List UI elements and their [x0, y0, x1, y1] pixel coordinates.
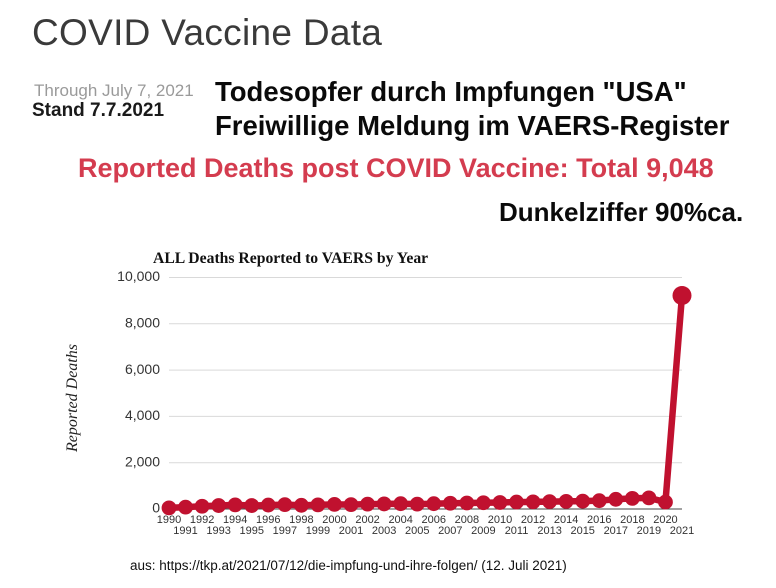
svg-text:8,000: 8,000 [125, 315, 160, 331]
svg-text:2009: 2009 [471, 525, 495, 537]
svg-text:2019: 2019 [637, 525, 661, 537]
svg-text:4,000: 4,000 [125, 407, 160, 423]
svg-text:2001: 2001 [339, 525, 363, 537]
svg-text:2013: 2013 [537, 525, 561, 537]
svg-text:2007: 2007 [438, 525, 462, 537]
svg-text:1997: 1997 [273, 525, 297, 537]
svg-text:1993: 1993 [206, 525, 230, 537]
svg-text:2,000: 2,000 [125, 453, 160, 469]
svg-text:2011: 2011 [505, 525, 529, 537]
svg-text:10,000: 10,000 [117, 268, 160, 284]
svg-text:1999: 1999 [306, 525, 330, 537]
svg-text:2005: 2005 [405, 525, 429, 537]
svg-text:6,000: 6,000 [125, 361, 160, 377]
svg-text:2003: 2003 [372, 525, 396, 537]
svg-text:2017: 2017 [604, 525, 628, 537]
svg-text:1995: 1995 [239, 525, 263, 537]
svg-text:2015: 2015 [570, 525, 594, 537]
svg-text:2021: 2021 [670, 525, 694, 537]
svg-text:1991: 1991 [173, 525, 197, 537]
